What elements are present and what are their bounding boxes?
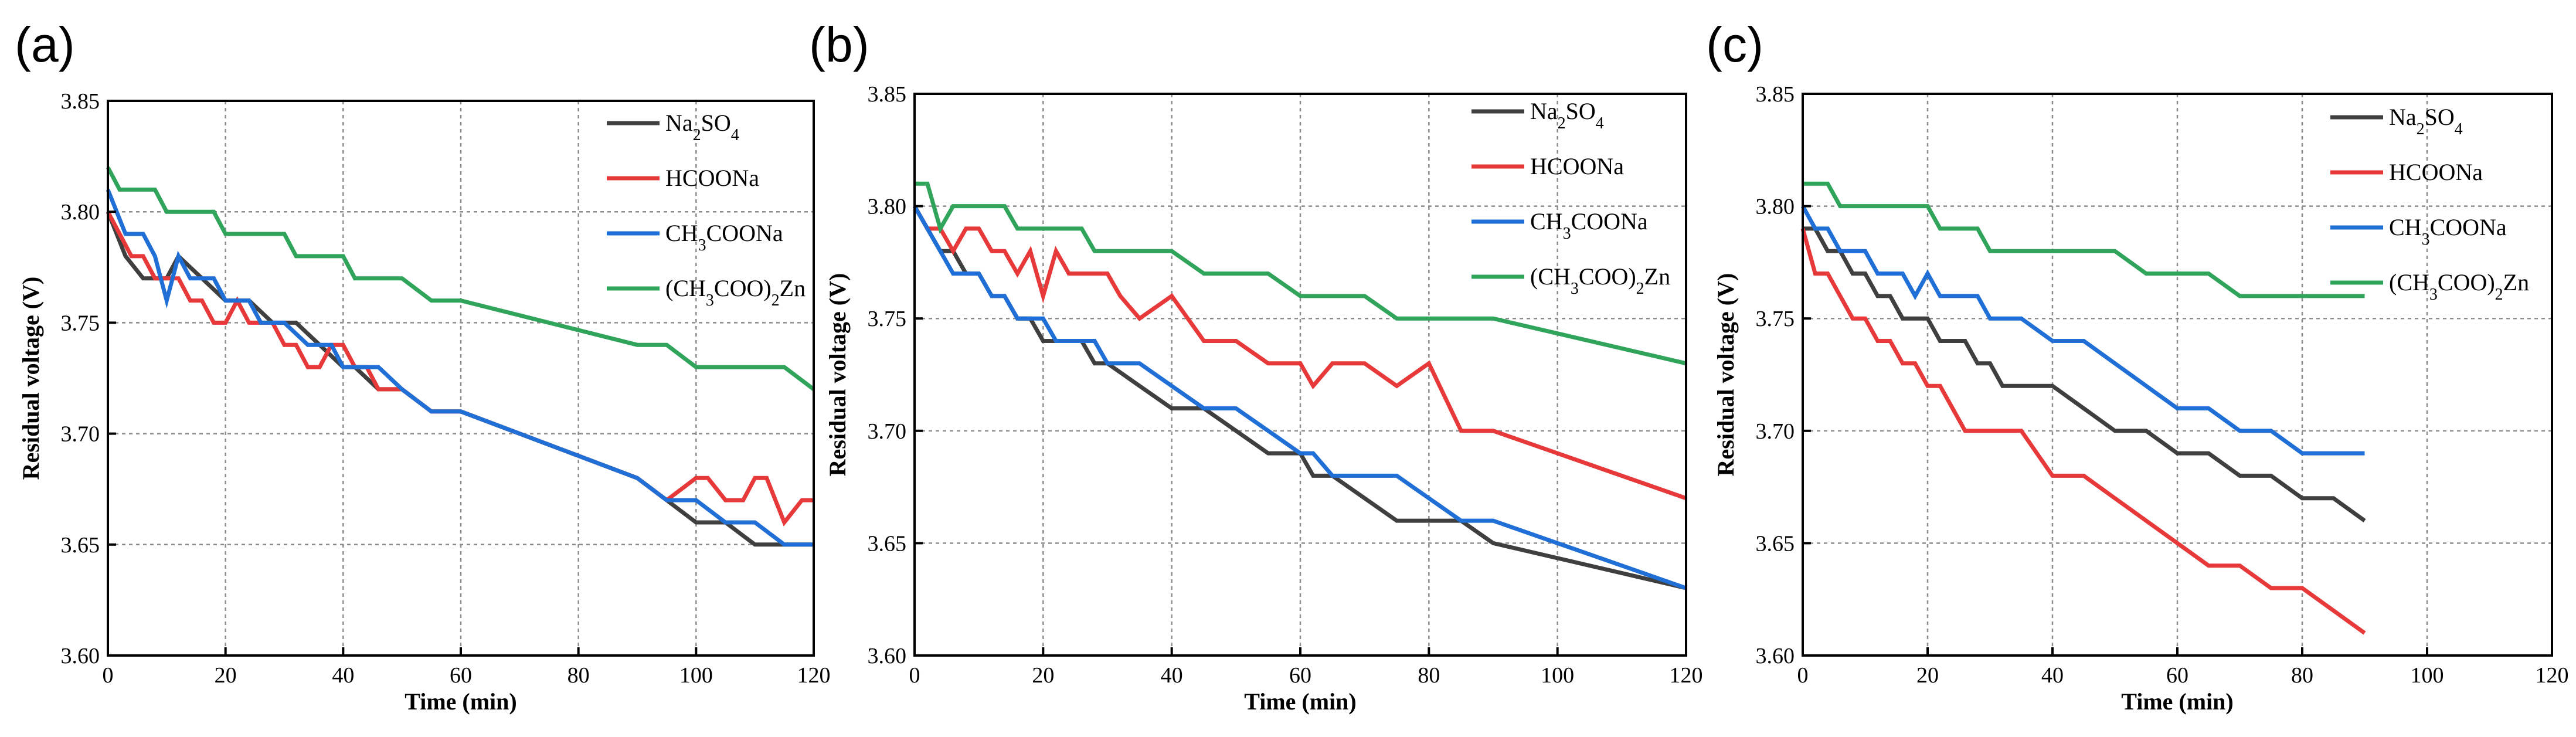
legend-label-hcoona: HCOONa: [2389, 159, 2483, 185]
legend-label-hcoona: HCOONa: [1530, 153, 1624, 179]
y-tick-label: 3.65: [868, 531, 907, 556]
y-tick-label: 3.60: [868, 644, 907, 668]
series-line-hcoona: [912, 205, 1687, 501]
y-tick-label: 3.60: [1756, 644, 1795, 668]
y-tick-label: 3.75: [61, 311, 100, 335]
legend: Na2SO4 HCOONa CH3COONa (CH3COO)2Zn: [607, 110, 806, 310]
legend-label-zn: (CH3COO)2Zn: [2389, 269, 2529, 304]
x-tick-label: 80: [1418, 663, 1440, 688]
y-axis-title: Residual voltage (V): [18, 277, 44, 480]
series-line-hcoona: [106, 210, 814, 527]
x-axis-title: Time (min): [2121, 688, 2233, 715]
legend: Na2SO4 HCOONa CH3COONa (CH3COO)2Zn: [1471, 98, 1670, 298]
x-tick-label: 0: [909, 663, 920, 688]
y-tick-label: 3.70: [868, 419, 907, 444]
legend-label-ch3coona: CH3COONa: [1530, 208, 1648, 243]
x-tick-label: 60: [2166, 663, 2188, 688]
series-line-ch3coona: [106, 189, 814, 547]
y-tick-label: 3.85: [1756, 82, 1795, 107]
series-line-ch3coona: [1800, 205, 2365, 456]
x-tick-label: 40: [332, 663, 354, 688]
series-line-zn: [1803, 181, 2365, 298]
series-line-zn: [915, 181, 1687, 366]
x-tick-label: 100: [1541, 663, 1574, 688]
series-line-hcoona: [1800, 227, 2366, 635]
x-axis-title: Time (min): [405, 688, 516, 715]
y-tick-label: 3.70: [61, 422, 100, 447]
x-tick-label: 80: [567, 663, 590, 688]
panel-label: (a): [15, 17, 75, 72]
y-tick-label: 3.75: [868, 307, 907, 331]
panel-c-chart: (c) 0 20 40 60 80 100 120 3.60 3.65 3.70 3.75 3.80 3.…: [1706, 17, 2569, 715]
x-tick-label: 20: [1916, 663, 1939, 688]
legend-label-na2so4: Na2SO4: [2389, 104, 2463, 138]
x-tick-label: 40: [1161, 663, 1183, 688]
series-line-na2so4: [1803, 226, 2366, 522]
legend-label-zn: (CH3COO)2Zn: [665, 275, 806, 310]
x-tick-label: 40: [2041, 663, 2064, 688]
x-tick-label: 0: [1797, 663, 1809, 688]
y-axis-title: Residual voltage (V): [1712, 273, 1739, 477]
legend-label-hcoona: HCOONa: [665, 165, 759, 191]
y-tick-label: 3.65: [61, 533, 100, 558]
legend-label-na2so4: Na2SO4: [665, 110, 739, 144]
y-tick-label: 3.85: [61, 89, 100, 114]
x-tick-label: 60: [450, 663, 472, 688]
y-tick-label: 3.80: [868, 195, 907, 219]
y-axis-title: Residual voltage (V): [824, 273, 851, 477]
panel-label: (b): [809, 17, 869, 72]
series-line-ch3coona: [912, 205, 1687, 590]
series-line-zn: [106, 166, 815, 391]
x-axis-title: Time (min): [1244, 688, 1356, 715]
y-tick-label: 3.65: [1756, 531, 1795, 556]
x-tick-label: 100: [679, 663, 713, 688]
legend-label-na2so4: Na2SO4: [1530, 98, 1604, 133]
x-tick-label: 120: [797, 663, 831, 688]
y-tick-label: 3.80: [1756, 195, 1795, 219]
panel-b-chart: (b) 0 20 40 60 80 100 120 3.60 3.65 3.70 3.75 3.80 3.…: [809, 17, 1703, 715]
y-tick-label: 3.85: [868, 82, 907, 107]
x-tick-label: 120: [1670, 663, 1703, 688]
legend-label-zn: (CH3COO)2Zn: [1530, 263, 1670, 298]
x-tick-label: 20: [1032, 663, 1054, 688]
x-tick-label: 60: [1289, 663, 1311, 688]
legend: Na2SO4 HCOONa CH3COONa (CH3COO)2Zn: [2330, 104, 2529, 304]
y-tick-label: 3.75: [1756, 307, 1795, 331]
panel-label: (c): [1706, 17, 1763, 72]
y-tick-label: 3.80: [61, 200, 100, 225]
y-tick-label: 3.70: [1756, 419, 1795, 444]
x-tick-label: 120: [2536, 663, 2569, 688]
panel-a-chart: (a) 0 20 40 60 80 100 120 3.60 3.65 3.70 3.75 3.80 3.…: [15, 17, 831, 715]
x-tick-label: 100: [2411, 663, 2444, 688]
x-tick-label: 20: [215, 663, 237, 688]
legend-label-ch3coona: CH3COONa: [2389, 214, 2507, 249]
x-tick-label: 0: [103, 663, 114, 688]
x-tick-label: 80: [2291, 663, 2313, 688]
y-tick-label: 3.60: [61, 644, 100, 668]
legend-label-ch3coona: CH3COONa: [665, 220, 783, 254]
